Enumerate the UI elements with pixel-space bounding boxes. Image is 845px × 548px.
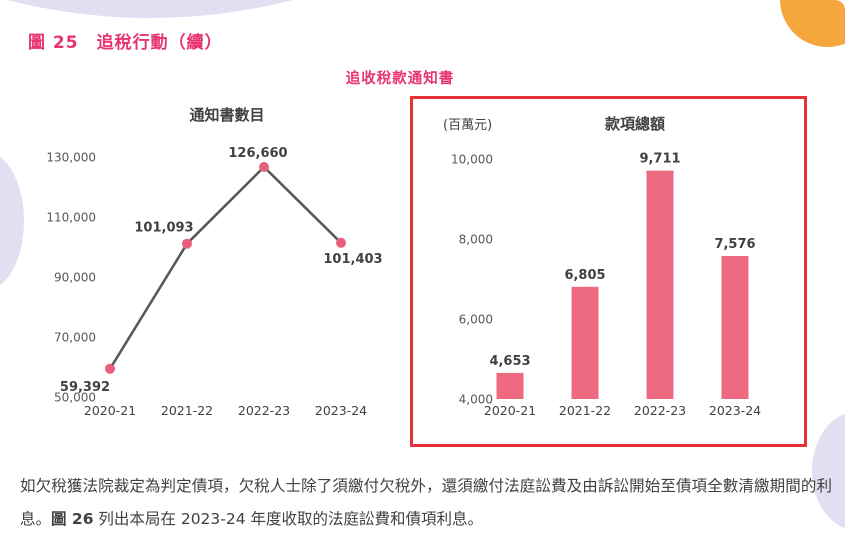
notices-line-chart: 通知書數目 50,000 70,000 90,000 110,000 130,000 202… (40, 90, 410, 425)
bar (496, 372, 524, 399)
section-title: 追收稅款通知書 (345, 71, 455, 87)
chart-title: 通知書數目 (189, 106, 264, 124)
x-tick-label: 2020-21 (484, 403, 536, 418)
bar-value-label: 7,576 (714, 237, 755, 252)
amounts-chart-highlight-box: (百萬元) 款項總額 4,000 6,000 8,000 10,000 2020-21 202… (410, 96, 807, 447)
trend-line (108, 165, 342, 370)
paragraph-text: 列出本局在 2023-24 年度收取的法庭訟費和債項利息。 (93, 510, 484, 528)
notices-line-chart-svg: 通知書數目 50,000 70,000 90,000 110,000 130,000 202… (46, 106, 382, 418)
chart-title: 款項總額 (605, 115, 665, 133)
y-tick-label: 6,000 (459, 313, 493, 327)
unit-label: (百萬元) (443, 118, 492, 133)
paragraph-text: 如欠稅獲法院裁定為判定債項，欠稅人士除了須繳付欠稅外，還須繳付法庭訟費及由訴訟開… (20, 477, 832, 528)
figure-reference: 圖 26 (51, 510, 94, 528)
x-tick-label: 2020-21 (84, 403, 136, 418)
decorative-orange-blob (780, 0, 845, 47)
data-point-marker (259, 162, 269, 172)
body-paragraph: 如欠稅獲法院裁定為判定債項，欠稅人士除了須繳付欠稅外，還須繳付法庭訟費及由訴訟開… (20, 470, 832, 536)
data-label: 59,392 (60, 380, 110, 395)
data-label: 126,660 (228, 146, 287, 161)
y-tick-label: 8,000 (459, 233, 493, 247)
x-tick-label: 2022-23 (634, 403, 686, 418)
bar (721, 256, 749, 399)
bar-value-label: 6,805 (564, 268, 605, 283)
figure-header: 圖 25 追稅行動（續） (28, 28, 223, 53)
bar-value-label: 9,711 (639, 152, 680, 167)
y-tick-label: 10,000 (451, 153, 493, 167)
y-tick-label: 50,000 (54, 391, 96, 405)
bar-value-label: 4,653 (489, 354, 530, 369)
figure-title: 追稅行動（續） (96, 33, 223, 53)
y-tick-label: 70,000 (54, 331, 96, 345)
figure-label: 圖 25 (28, 33, 79, 53)
x-tick-label: 2022-23 (238, 403, 290, 418)
data-label: 101,093 (134, 221, 193, 236)
bar (646, 170, 674, 399)
x-tick-label: 2021-22 (559, 403, 611, 418)
y-tick-label: 4,000 (459, 393, 493, 407)
data-point-marker (336, 237, 346, 248)
data-label: 101,403 (323, 252, 382, 267)
y-tick-label: 130,000 (46, 151, 96, 165)
decorative-lavender-blob-top (0, 0, 600, 18)
decorative-lavender-blob-left (0, 152, 24, 290)
x-tick-label: 2023-24 (315, 403, 367, 418)
bar (571, 286, 599, 399)
x-tick-label: 2021-22 (161, 403, 213, 418)
x-tick-label: 2023-24 (709, 403, 761, 418)
data-point-marker (105, 363, 115, 374)
amounts-bar-chart-svg: (百萬元) 款項總額 4,000 6,000 8,000 10,000 2020-21 202… (443, 115, 761, 418)
y-tick-label: 90,000 (54, 271, 96, 285)
data-point-marker (182, 238, 192, 249)
y-tick-label: 110,000 (46, 211, 96, 225)
